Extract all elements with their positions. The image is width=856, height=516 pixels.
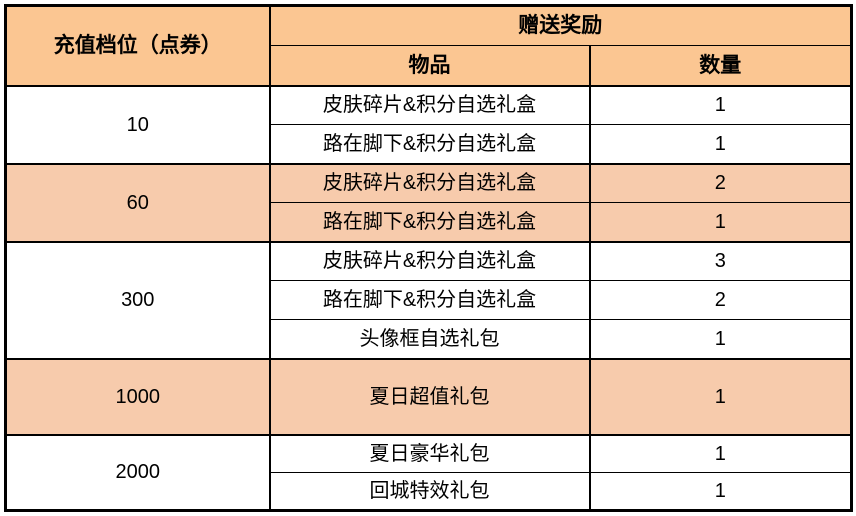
item-cell: 路在脚下&积分自选礼盒 [268, 280, 591, 320]
qty-cell: 3 [588, 240, 853, 281]
item-cell: 皮肤碎片&积分自选礼盒 [268, 162, 591, 203]
tier-cell: 1000 [4, 357, 271, 435]
qty-cell: 1 [588, 84, 853, 125]
qty-cell: 2 [588, 162, 853, 203]
item-cell: 路在脚下&积分自选礼盒 [268, 124, 591, 164]
item-cell: 回城特效礼包 [268, 472, 591, 511]
item-cell: 夏日豪华礼包 [268, 433, 591, 473]
item-cell: 夏日超值礼包 [268, 357, 591, 435]
qty-cell: 1 [588, 319, 853, 359]
table-row: 2000 夏日豪华礼包 1 [4, 433, 853, 511]
table-row: 300 皮肤碎片&积分自选礼盒 3 [4, 240, 853, 359]
tier-cell: 60 [4, 162, 271, 242]
qty-cell: 2 [588, 280, 853, 320]
tier-cell: 2000 [4, 433, 271, 511]
item-cell: 皮肤碎片&积分自选礼盒 [268, 84, 591, 125]
qty-cell: 1 [588, 202, 853, 242]
item-cell: 皮肤碎片&积分自选礼盒 [268, 240, 591, 281]
qty-cell: 1 [588, 124, 853, 164]
table-row: 60 皮肤碎片&积分自选礼盒 2 [4, 162, 853, 242]
table-row: 路在脚下&积分自选礼盒 1 [6, 202, 853, 242]
table-row: 路在脚下&积分自选礼盒 2 [6, 280, 853, 320]
qty-cell: 1 [588, 472, 853, 511]
qty-cell: 1 [588, 357, 853, 435]
table-row: 10 皮肤碎片&积分自选礼盒 1 [4, 84, 853, 164]
tier-cell: 10 [4, 84, 271, 164]
recharge-rewards-table: 充值档位（点券） 赠送奖励 物品 数量 10 皮肤碎片&积分自选礼盒 1 路在脚… [4, 4, 853, 512]
header-item: 物品 [268, 45, 591, 86]
header-tier: 充值档位（点券） [4, 5, 271, 86]
table-row: 回城特效礼包 1 [6, 472, 853, 511]
table-row: 1000 夏日超值礼包 1 [4, 357, 853, 435]
tier-cell: 300 [4, 240, 271, 359]
item-cell: 路在脚下&积分自选礼盒 [268, 202, 591, 242]
table-row: 路在脚下&积分自选礼盒 1 [6, 124, 853, 164]
header-qty: 数量 [588, 45, 853, 86]
table-row: 头像框自选礼包 1 [6, 319, 853, 359]
header-reward-group: 赠送奖励 [268, 5, 853, 46]
qty-cell: 1 [588, 433, 853, 473]
item-cell: 头像框自选礼包 [268, 319, 591, 359]
